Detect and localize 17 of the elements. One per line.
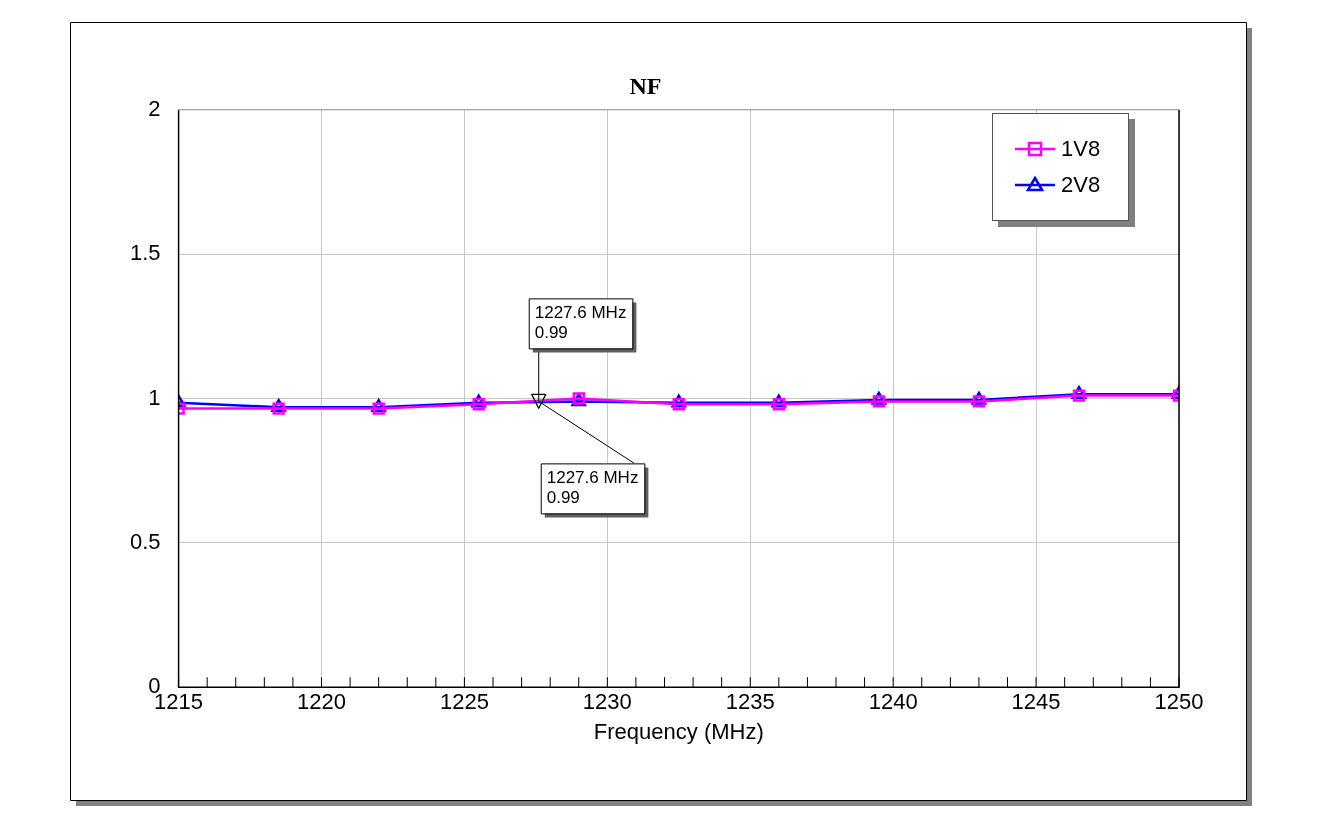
legend-label: 1V8 xyxy=(1061,135,1101,162)
y-tick-label: 0.5 xyxy=(129,528,161,554)
x-tick-label: 1240 xyxy=(868,689,918,715)
x-tick-label: 1235 xyxy=(725,689,775,715)
legend-label: 2V8 xyxy=(1061,171,1101,198)
annotation: 1227.6 MHz 0.99 xyxy=(546,467,639,507)
x-axis-title: Frequency (MHz) xyxy=(593,718,764,744)
annotation: 1227.6 MHz 0.99 xyxy=(534,302,627,342)
x-tick-label: 1230 xyxy=(582,689,632,715)
x-tick-label: 1225 xyxy=(439,689,489,715)
x-tick-label: 1245 xyxy=(1011,689,1061,715)
chart-title: NF xyxy=(629,72,662,99)
y-tick-label: 1 xyxy=(148,384,161,410)
x-tick-label: 1220 xyxy=(297,689,346,715)
x-tick-label: 1250 xyxy=(1154,689,1204,715)
y-tick-label: 2 xyxy=(148,95,161,121)
y-tick-label: 1.5 xyxy=(129,240,161,266)
